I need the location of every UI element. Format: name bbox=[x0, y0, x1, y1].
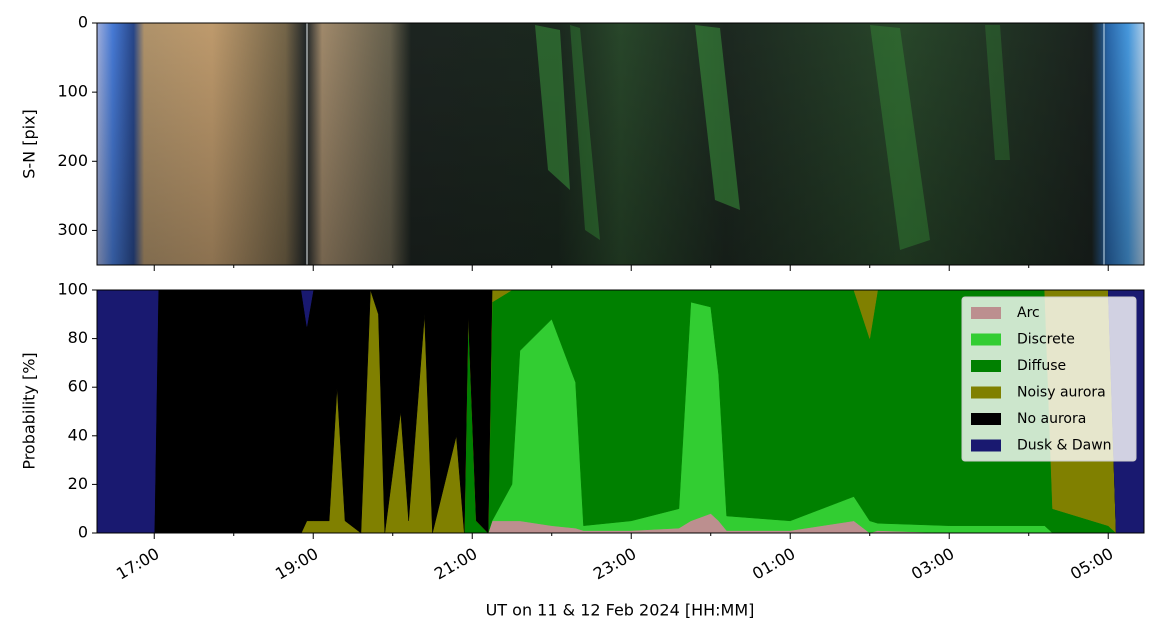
x-tick-label: 01:00 bbox=[749, 544, 798, 584]
legend-label: Dusk & Dawn bbox=[1017, 438, 1112, 454]
y-tick-label: 0 bbox=[78, 13, 88, 32]
legend-swatch bbox=[971, 439, 1001, 452]
legend-swatch bbox=[971, 386, 1001, 399]
top-frame bbox=[96, 22, 1145, 266]
y-tick-label: 100 bbox=[57, 280, 88, 299]
legend-swatch bbox=[971, 413, 1001, 425]
legend-label: No aurora bbox=[1017, 411, 1086, 427]
x-tick-label: 05:00 bbox=[1067, 544, 1116, 584]
y-tick-label: 20 bbox=[68, 474, 88, 493]
legend-swatch bbox=[971, 360, 1001, 372]
legend-label: Noisy aurora bbox=[1017, 385, 1106, 401]
top-y-label: S-N [pix] bbox=[20, 109, 39, 179]
x-tick-label: 03:00 bbox=[908, 544, 957, 584]
y-tick-label: 100 bbox=[57, 82, 88, 101]
bottom-y-label: Probability [%] bbox=[20, 352, 39, 469]
x-label: UT on 11 & 12 Feb 2024 [HH:MM] bbox=[486, 601, 755, 620]
y-tick-label: 300 bbox=[57, 220, 88, 239]
y-tick-label: 0 bbox=[78, 523, 88, 542]
legend-swatch bbox=[971, 307, 1001, 319]
legend-swatch bbox=[971, 333, 1001, 346]
x-tick-label: 19:00 bbox=[272, 544, 321, 584]
legend-label: Discrete bbox=[1017, 332, 1075, 348]
legend: Arc Discrete Diffuse Noisy aurora No aurora D… bbox=[961, 296, 1137, 462]
legend-label: Arc bbox=[1017, 305, 1040, 321]
y-tick-label: 80 bbox=[68, 328, 88, 347]
y-tick-label: 200 bbox=[57, 151, 88, 170]
x-tick-label: 21:00 bbox=[431, 544, 480, 584]
legend-label: Diffuse bbox=[1017, 358, 1066, 374]
x-tick-label: 23:00 bbox=[590, 544, 639, 584]
keogram bbox=[97, 23, 1144, 265]
y-tick-label: 60 bbox=[68, 377, 88, 396]
legend-box bbox=[961, 296, 1137, 462]
bottom-frame bbox=[96, 289, 1145, 534]
x-tick-label: 17:00 bbox=[113, 544, 162, 584]
y-tick-label: 40 bbox=[68, 425, 88, 444]
